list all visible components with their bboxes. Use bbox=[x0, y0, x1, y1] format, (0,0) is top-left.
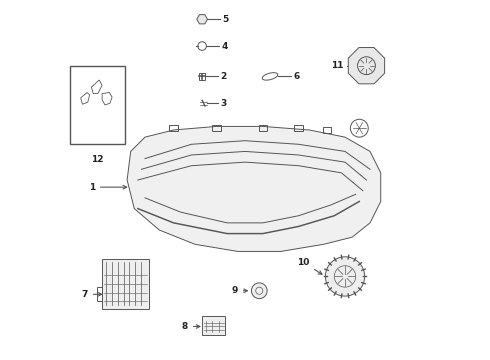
Text: 2: 2 bbox=[220, 72, 226, 81]
Text: 8: 8 bbox=[182, 322, 200, 331]
Circle shape bbox=[325, 257, 365, 296]
Circle shape bbox=[251, 283, 267, 298]
Bar bbox=[102, 258, 148, 309]
Bar bbox=[202, 316, 225, 336]
Bar bbox=[259, 125, 267, 131]
Text: 7: 7 bbox=[81, 290, 101, 299]
Text: 4: 4 bbox=[222, 41, 228, 50]
Text: 9: 9 bbox=[231, 286, 247, 295]
Bar bbox=[212, 125, 220, 131]
Bar bbox=[199, 73, 205, 80]
Bar bbox=[97, 287, 102, 301]
Polygon shape bbox=[127, 126, 381, 251]
Polygon shape bbox=[348, 48, 385, 84]
Bar bbox=[70, 66, 125, 144]
Text: 5: 5 bbox=[222, 15, 228, 24]
Text: 6: 6 bbox=[293, 72, 299, 81]
Bar bbox=[323, 127, 331, 133]
Text: 11: 11 bbox=[331, 61, 343, 70]
Text: 10: 10 bbox=[297, 258, 322, 274]
Text: 1: 1 bbox=[89, 183, 127, 192]
Polygon shape bbox=[197, 15, 207, 24]
Bar bbox=[169, 125, 178, 131]
Text: 3: 3 bbox=[220, 99, 226, 108]
Text: 12: 12 bbox=[92, 155, 104, 164]
Bar bbox=[294, 125, 303, 131]
